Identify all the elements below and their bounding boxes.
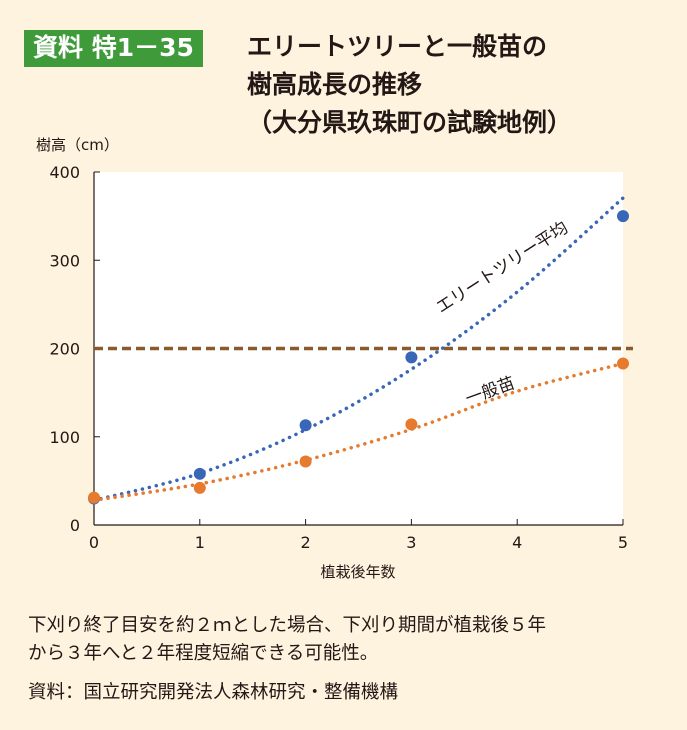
trend-line-series-1 [92,361,625,503]
data-point-series-0 [299,419,312,432]
x-tick-label: 5 [618,533,628,552]
y-axis-label: 樹高（cm） [36,136,119,154]
y-tick-label: 300 [49,251,80,270]
data-point-series-1 [88,491,100,504]
x-tick-label: 2 [301,533,311,552]
data-point-series-1 [299,455,312,468]
title-line-3: （大分県玖珠町の試験地例） [247,108,573,137]
data-point-series-0 [405,351,418,364]
note-line-2: から３年へと２年程度短縮できる可能性。 [28,643,379,664]
x-tick-label: 4 [512,533,522,552]
y-tick-label: 400 [49,163,80,182]
figure-badge: 資料 特1－35 [24,30,203,67]
data-point-series-0 [617,210,629,223]
trend-line-series-0 [92,196,625,503]
data-point-series-1 [617,357,629,370]
y-tick-label: 100 [49,428,80,447]
x-tick-label: 1 [195,533,205,552]
data-point-series-1 [193,481,206,494]
x-axis-label: 植栽後年数 [320,563,395,581]
data-point-series-0 [193,467,206,480]
title-line-2: 樹高成長の推移 [247,70,423,99]
y-tick-label: 0 [70,516,80,535]
figure-source: 資料：国立研究開発法人森林研究・整備機構 [28,682,399,703]
x-tick-label: 3 [406,533,416,552]
figure-note: 下刈り終了目安を約２ｍとした場合、下刈り期間が植栽後５年 から３年へと２年程度短… [28,612,546,668]
note-line-1: 下刈り終了目安を約２ｍとした場合、下刈り期間が植栽後５年 [28,615,547,636]
figure-title: エリートツリーと一般苗の 樹高成長の推移 （大分県玖珠町の試験地例） [247,28,572,142]
x-tick-label: 0 [89,533,99,552]
data-point-series-1 [405,418,418,431]
title-line-1: エリートツリーと一般苗の [247,32,548,61]
y-tick-label: 200 [49,340,80,359]
plot-layer: 0 100 200 300 400 0 1 2 3 4 5 [49,163,633,552]
